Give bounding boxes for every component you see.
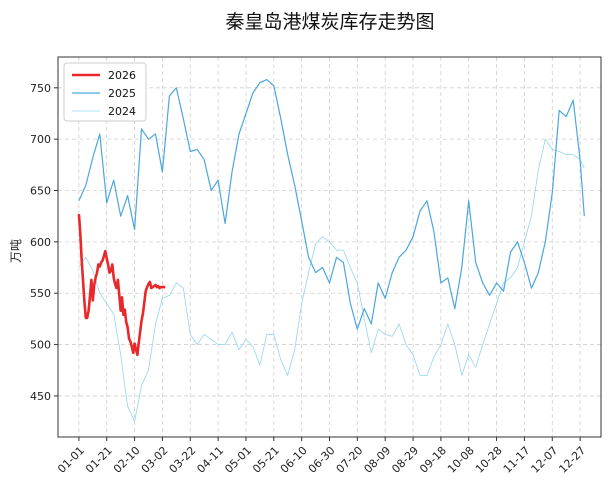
x-tick-label: 10-28 [473, 444, 505, 476]
x-tick-label: 12-07 [529, 444, 561, 476]
x-tick-label: 10-08 [445, 444, 477, 476]
chart-title: 秦皇岛港煤炭库存走势图 [225, 11, 434, 33]
y-tick-label: 550 [30, 287, 51, 300]
legend-box [63, 62, 147, 122]
x-tick-label: 05-01 [222, 444, 254, 476]
y-tick-label: 700 [30, 133, 51, 146]
y-tick-label: 600 [30, 236, 51, 249]
x-axis: 01-0101-2102-1003-0203-2204-1105-0105-21… [55, 437, 588, 476]
x-tick-label: 08-09 [362, 444, 394, 476]
x-tick-label: 03-22 [167, 444, 199, 476]
legend-label-2024: 2024 [108, 105, 136, 118]
x-tick-label: 06-30 [306, 444, 338, 476]
legend-label-2026: 2026 [108, 69, 136, 82]
x-tick-label: 08-29 [389, 444, 421, 476]
y-tick-label: 650 [30, 185, 51, 198]
y-axis-title: 万吨 [9, 239, 23, 263]
x-tick-label: 05-21 [250, 444, 282, 476]
series-lines [77, 79, 585, 422]
x-tick-label: 03-02 [139, 444, 171, 476]
legend-label-2025: 2025 [108, 87, 136, 100]
x-tick-label: 01-21 [83, 444, 115, 476]
x-tick-label: 12-27 [556, 444, 588, 476]
series-line-2024 [78, 138, 585, 422]
x-tick-label: 02-10 [111, 444, 143, 476]
x-tick-label: 09-18 [417, 444, 449, 476]
series-line-2026 [77, 214, 166, 357]
x-tick-label: 01-01 [55, 444, 87, 476]
y-tick-label: 450 [30, 390, 51, 403]
x-tick-label: 11-17 [501, 444, 533, 476]
x-tick-label: 06-10 [278, 444, 310, 476]
x-tick-label: 07-20 [334, 444, 366, 476]
grid-lines [58, 57, 601, 437]
x-tick-label: 04-11 [194, 444, 226, 476]
legend: 2026 2025 2024 [63, 62, 147, 122]
y-axis: 450 500 550 600 650 700 750 [30, 82, 58, 403]
y-tick-label: 500 [30, 339, 51, 352]
y-tick-label: 750 [30, 82, 51, 95]
series-line-2025 [78, 79, 585, 330]
